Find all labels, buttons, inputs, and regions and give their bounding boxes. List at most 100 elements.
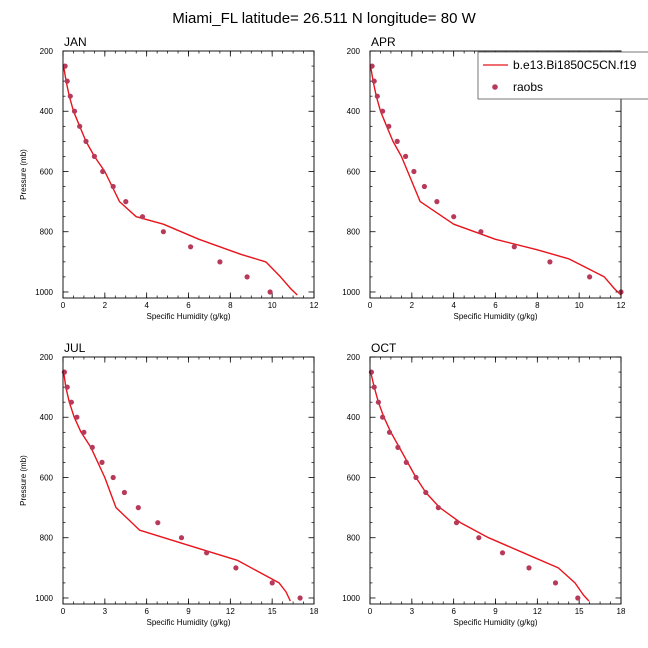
raobs-point: [371, 384, 377, 390]
y-tick-label: 400: [40, 413, 54, 422]
plot-frame: [62, 50, 315, 299]
raobs-point: [68, 399, 74, 405]
raobs-point: [411, 168, 417, 175]
raobs-point: [89, 444, 95, 450]
raobs-point: [188, 244, 194, 250]
raobs-point: [64, 384, 70, 390]
raobs-point: [403, 459, 409, 465]
x-tick-label: 4: [144, 301, 149, 310]
panels-group: 0 2 4 6 8 10 12 200 400 600 800 1000 JAN Specific Hum…: [19, 35, 626, 627]
raobs-point: [269, 580, 275, 586]
y-tick-label: 600: [347, 167, 361, 176]
raobs-point: [155, 520, 161, 526]
x-tick-label: 6: [186, 301, 191, 310]
raobs-point: [434, 199, 440, 205]
legend-entry-raobs: raobs: [513, 80, 543, 94]
raobs-point: [100, 168, 106, 175]
x-tick-label: 18: [617, 607, 626, 616]
panel-label: JAN: [64, 35, 87, 49]
raobs-point: [67, 93, 73, 99]
model-profile-line: [63, 372, 291, 602]
raobs-point: [380, 108, 386, 114]
legend-entry-model: b.e13.Bi1850C5CN.f19: [513, 58, 637, 72]
x-tick-label: 10: [268, 301, 277, 310]
panel-label: OCT: [371, 341, 397, 355]
raobs-point: [375, 399, 381, 405]
x-tick-label: 9: [493, 607, 498, 616]
y-axis-label: Pressure (mb): [19, 455, 28, 506]
raobs-point: [374, 93, 380, 99]
raobs-point: [476, 535, 482, 541]
plot-frame: [369, 356, 622, 605]
x-tick-label: 15: [575, 607, 584, 616]
raobs-point: [74, 414, 80, 420]
raobs-point: [204, 550, 210, 556]
x-tick-label: 9: [186, 607, 191, 616]
y-axis-label: Pressure (mb): [19, 149, 28, 200]
raobs-point: [413, 474, 419, 481]
raobs-point: [386, 123, 392, 129]
x-tick-label: 6: [144, 607, 149, 616]
raobs-point: [178, 535, 185, 541]
raobs-point: [123, 199, 129, 205]
x-axis-label: Specific Humidity (g/kg): [146, 312, 230, 321]
raobs-point: [244, 274, 250, 280]
raobs-point: [83, 138, 89, 144]
y-tick-label: 1000: [35, 594, 53, 603]
raobs-point: [371, 78, 377, 84]
panel-jan: 0 2 4 6 8 10 12 200 400 600 800 1000 JAN Specific Hum…: [19, 35, 319, 321]
raobs-point: [77, 123, 83, 129]
panel-label: JUL: [64, 341, 86, 355]
legend-marker-swatch: [492, 84, 498, 90]
y-tick-label: 1000: [35, 288, 53, 297]
y-tick-label: 800: [347, 228, 361, 237]
x-tick-label: 10: [575, 301, 584, 310]
legend: b.e13.Bi1850C5CN.f19 raobs: [477, 51, 648, 100]
raobs-point: [547, 259, 553, 265]
y-tick-label: 800: [40, 228, 54, 237]
x-tick-label: 4: [451, 301, 456, 310]
x-tick-label: 2: [410, 301, 415, 310]
y-tick-label: 400: [347, 413, 361, 422]
x-tick-label: 8: [228, 301, 233, 310]
y-tick-label: 200: [40, 47, 54, 56]
raobs-point: [423, 489, 429, 496]
raobs-point: [160, 229, 166, 235]
raobs-point: [499, 550, 506, 556]
raobs-point: [451, 214, 457, 220]
model-profile-line: [62, 65, 298, 296]
y-tick-label: 1000: [342, 594, 360, 603]
legend-frame: [477, 51, 648, 100]
raobs-point: [453, 520, 460, 526]
y-tick-label: 400: [347, 107, 361, 116]
raobs-point: [369, 63, 375, 69]
raobs-point: [62, 63, 68, 69]
x-tick-label: 15: [268, 607, 277, 616]
panel-jul: 0 3 6 9 12 15 18 200 400 600 800 1000 JUL Specific Hu…: [19, 341, 319, 627]
y-tick-label: 1000: [342, 288, 360, 297]
y-tick-label: 600: [40, 167, 54, 176]
raobs-point: [403, 153, 409, 159]
raobs-point: [435, 505, 441, 511]
y-tick-label: 800: [40, 534, 54, 543]
raobs-point: [478, 229, 484, 235]
figure-title: Miami_FL latitude= 26.511 N longitude= 8…: [172, 10, 476, 27]
y-tick-label: 400: [40, 107, 54, 116]
raobs-point: [135, 505, 141, 511]
panel-label: APR: [371, 35, 396, 49]
raobs-point: [71, 108, 78, 114]
x-tick-label: 2: [103, 301, 108, 310]
raobs-point: [386, 429, 393, 435]
raobs-point: [110, 183, 116, 190]
raobs-point: [81, 429, 87, 435]
raobs-point: [421, 183, 427, 190]
x-tick-label: 0: [368, 607, 373, 616]
panel-oct: 0 3 6 9 12 15 18 200 400 600 800 1000 OCT Specific Hu…: [342, 341, 626, 627]
x-tick-label: 18: [310, 607, 319, 616]
x-tick-label: 0: [368, 301, 373, 310]
x-tick-label: 12: [226, 607, 235, 616]
raobs-point: [267, 289, 273, 295]
raobs-point: [511, 244, 517, 250]
x-tick-label: 6: [451, 607, 456, 616]
